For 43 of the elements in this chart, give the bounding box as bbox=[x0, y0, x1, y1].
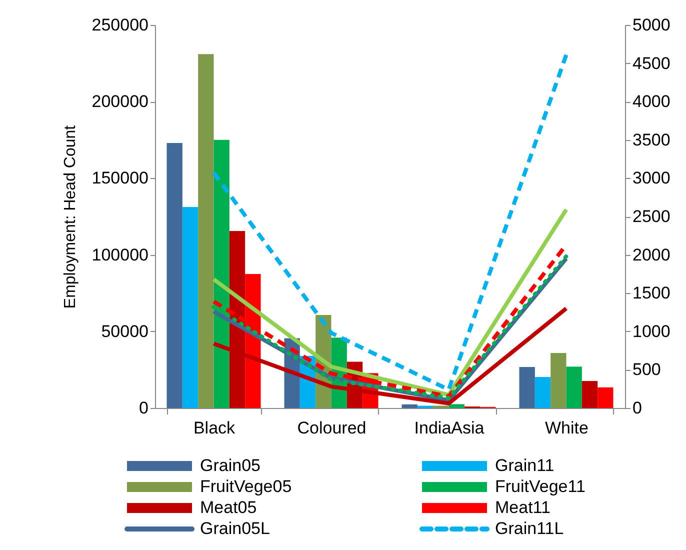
y-tick-label: 0 bbox=[139, 398, 148, 418]
y2-tick-label: 3000 bbox=[632, 168, 670, 188]
legend-label: Grain05L bbox=[200, 519, 270, 538]
bar bbox=[534, 377, 551, 408]
legend-label: FruitVege11 bbox=[495, 477, 586, 496]
legend-label: Grain05 bbox=[200, 456, 260, 475]
x-tick-label: Black bbox=[193, 418, 236, 438]
y2-tick-label: 4500 bbox=[632, 54, 670, 73]
y2-tick-label: 500 bbox=[632, 360, 661, 380]
line-series bbox=[212, 52, 568, 392]
y-tick-label: 150000 bbox=[92, 168, 148, 188]
legend-label: Grain11L bbox=[495, 519, 564, 538]
x-tick-label: Coloured bbox=[297, 418, 366, 438]
x-tick-label: White bbox=[545, 418, 588, 438]
y2-tick-label: 5000 bbox=[632, 16, 670, 34]
y2-tick-label: 4000 bbox=[632, 92, 670, 112]
y2-tick-label: 2500 bbox=[632, 207, 670, 226]
legend-label: Meat11 bbox=[495, 498, 550, 517]
legend-label: Meat05 bbox=[200, 498, 257, 517]
bar bbox=[448, 404, 464, 408]
bar bbox=[598, 387, 614, 408]
bar bbox=[166, 142, 182, 408]
bar bbox=[182, 207, 198, 408]
legend-label: Grain11 bbox=[495, 456, 554, 475]
bar bbox=[582, 381, 598, 408]
bar bbox=[402, 404, 418, 408]
y2-tick-label: 1500 bbox=[632, 284, 670, 303]
y-axis-title: Employment: Head Count bbox=[62, 124, 79, 309]
y2-tick-label: 1000 bbox=[632, 322, 670, 341]
line-series bbox=[212, 208, 568, 397]
y-tick-label: 200000 bbox=[92, 92, 148, 112]
y-tick-label: 100000 bbox=[92, 245, 148, 264]
legend-label: FruitVege05 bbox=[200, 477, 292, 496]
y2-tick-label: 3500 bbox=[632, 130, 670, 150]
bar bbox=[519, 366, 535, 408]
bar bbox=[198, 54, 214, 408]
x-tick-label: IndiaAsia bbox=[414, 418, 485, 438]
y2-tick-label: 2000 bbox=[632, 245, 670, 264]
y-tick-label: 50000 bbox=[101, 322, 148, 341]
bar bbox=[550, 353, 566, 408]
bar bbox=[566, 366, 582, 408]
y2-tick-label: 0 bbox=[632, 398, 642, 418]
y-tick-label: 250000 bbox=[92, 16, 148, 34]
